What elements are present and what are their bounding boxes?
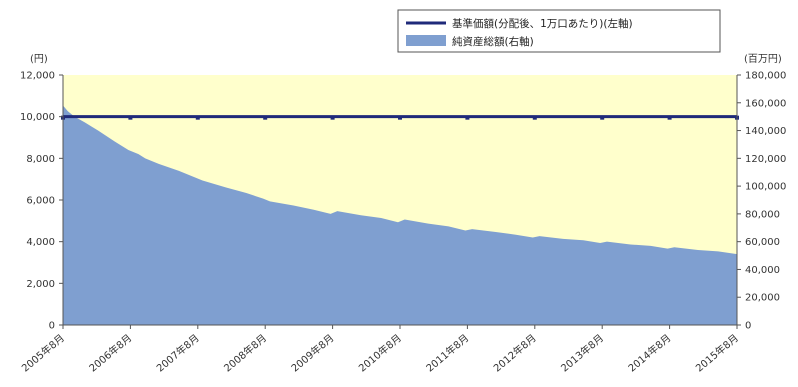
axes xyxy=(59,74,741,329)
x-tick-label: 2007年8月 xyxy=(154,331,202,374)
nav-marker xyxy=(263,115,268,120)
nav-marker xyxy=(667,115,672,120)
right-tick-label: 40,000 xyxy=(745,265,780,276)
left-tick-label: 2,000 xyxy=(26,279,55,290)
left-tick-label: 6,000 xyxy=(26,196,55,207)
left-tick-label: 10,000 xyxy=(20,112,55,123)
x-tick-label: 2014年8月 xyxy=(625,331,673,374)
legend-swatch-net-assets xyxy=(406,35,446,46)
x-tick-label: 2015年8月 xyxy=(693,331,741,374)
x-axis-ticks: 2005年8月 2006年8月 2007年8月 2008年8月 2009年8月 2010年… xyxy=(19,331,741,374)
x-tick-label: 2011年8月 xyxy=(423,331,471,374)
right-tick-label: 120,000 xyxy=(745,154,786,165)
x-tick-label: 2010年8月 xyxy=(356,331,404,374)
right-tick-label: 0 xyxy=(745,321,751,332)
x-tick-label: 2009年8月 xyxy=(288,331,336,374)
legend-label-nav: 基準価額(分配後、1万口あたり)(左軸) xyxy=(452,17,633,30)
right-tick-label: 20,000 xyxy=(745,293,780,304)
right-tick-label: 60,000 xyxy=(745,237,780,248)
x-tick-label: 2005年8月 xyxy=(19,331,67,374)
nav-marker xyxy=(465,115,470,120)
nav-marker xyxy=(600,115,605,120)
x-tick-label: 2012年8月 xyxy=(491,331,539,374)
right-tick-label: 80,000 xyxy=(745,209,780,220)
right-tick-label: 140,000 xyxy=(745,126,786,137)
nav-marker xyxy=(128,115,133,120)
nav-marker xyxy=(195,115,200,120)
nav-marker xyxy=(330,115,335,120)
left-axis-ticks: 0 2,000 4,000 6,000 8,000 10,000 12,000 xyxy=(20,71,55,332)
nav-marker xyxy=(532,115,537,120)
left-tick-label: 4,000 xyxy=(26,237,55,248)
left-axis-unit: (円) xyxy=(30,54,48,65)
series-area-net-assets xyxy=(63,105,737,325)
left-tick-label: 12,000 xyxy=(20,71,55,82)
left-tick-label: 0 xyxy=(49,321,55,332)
legend-box xyxy=(397,9,721,53)
right-axis-unit: (百万円) xyxy=(744,53,782,65)
x-tick-label: 2006年8月 xyxy=(86,331,134,374)
x-tick-label: 2013年8月 xyxy=(558,331,606,374)
left-tick-label: 8,000 xyxy=(26,154,55,165)
right-tick-label: 180,000 xyxy=(745,71,786,82)
right-axis-ticks: 0 20,000 40,000 60,000 80,000 100,000 120,000 1… xyxy=(745,71,786,332)
right-tick-label: 100,000 xyxy=(745,182,786,193)
right-tick-label: 160,000 xyxy=(745,98,786,109)
legend: 基準価額(分配後、1万口あたり)(左軸) 純資産総額(右軸) xyxy=(397,9,721,53)
legend-label-net-assets: 純資産総額(右軸) xyxy=(452,35,534,48)
x-tick-label: 2008年8月 xyxy=(221,331,269,374)
nav-marker xyxy=(398,115,402,120)
